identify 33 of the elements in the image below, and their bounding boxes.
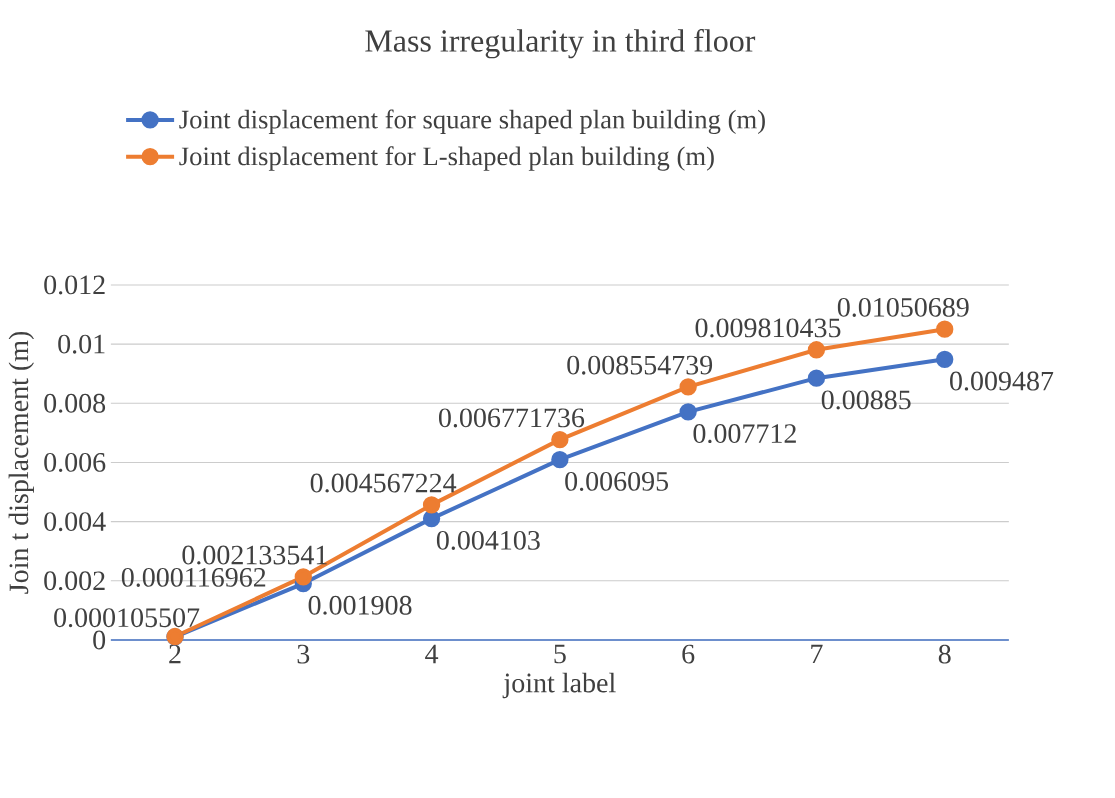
data-label: 0.006771736 [438,408,585,428]
data-label: 0.000105507 [54,608,200,628]
x-tick-label: 6 [682,644,695,664]
data-label: 0.001908 [308,595,412,615]
data-label: 0.009810435 [695,318,841,338]
data-label: 0.000116962 [121,567,266,587]
data-label: 0.002133541 [182,545,327,565]
x-tick-label: 7 [811,644,823,664]
y-tick-label: 0.002 [44,571,105,591]
x-tick-label: 5 [554,644,566,664]
data-label: 0.00885 [821,390,911,410]
legend-label: Joint displacement for square shaped plan building (m) [179,109,765,135]
y-tick-label: 0.01 [58,334,105,354]
legend-label: Joint displacement for L-shaped plan building (m) [179,146,714,171]
y-tick-label: 0.012 [44,275,105,295]
x-tick-label: 2 [169,644,181,664]
y-tick-label: 0.008 [44,393,106,413]
x-tick-label: 4 [425,644,439,664]
data-label: 0.004103 [436,530,540,550]
data-label: 0.008554739 [567,355,713,375]
chart-title: Mass irregularity in third floor [365,28,756,59]
data-label: 0.01050689 [837,297,969,317]
x-tick-label: 8 [938,644,951,664]
y-tick-label: 0.006 [44,452,106,472]
data-label: 0.004567224 [310,473,457,493]
data-label: 0.006095 [565,471,669,491]
x-tick-label: 3 [297,644,310,664]
x-axis-title: joint label [502,672,616,699]
y-axis-title: Join t displacement (m) [8,331,34,594]
data-label: 0.009487 [950,371,1054,391]
data-label: 0.007712 [693,424,796,444]
y-tick-label: 0 [93,630,106,650]
y-tick-label: 0.004 [44,512,106,532]
